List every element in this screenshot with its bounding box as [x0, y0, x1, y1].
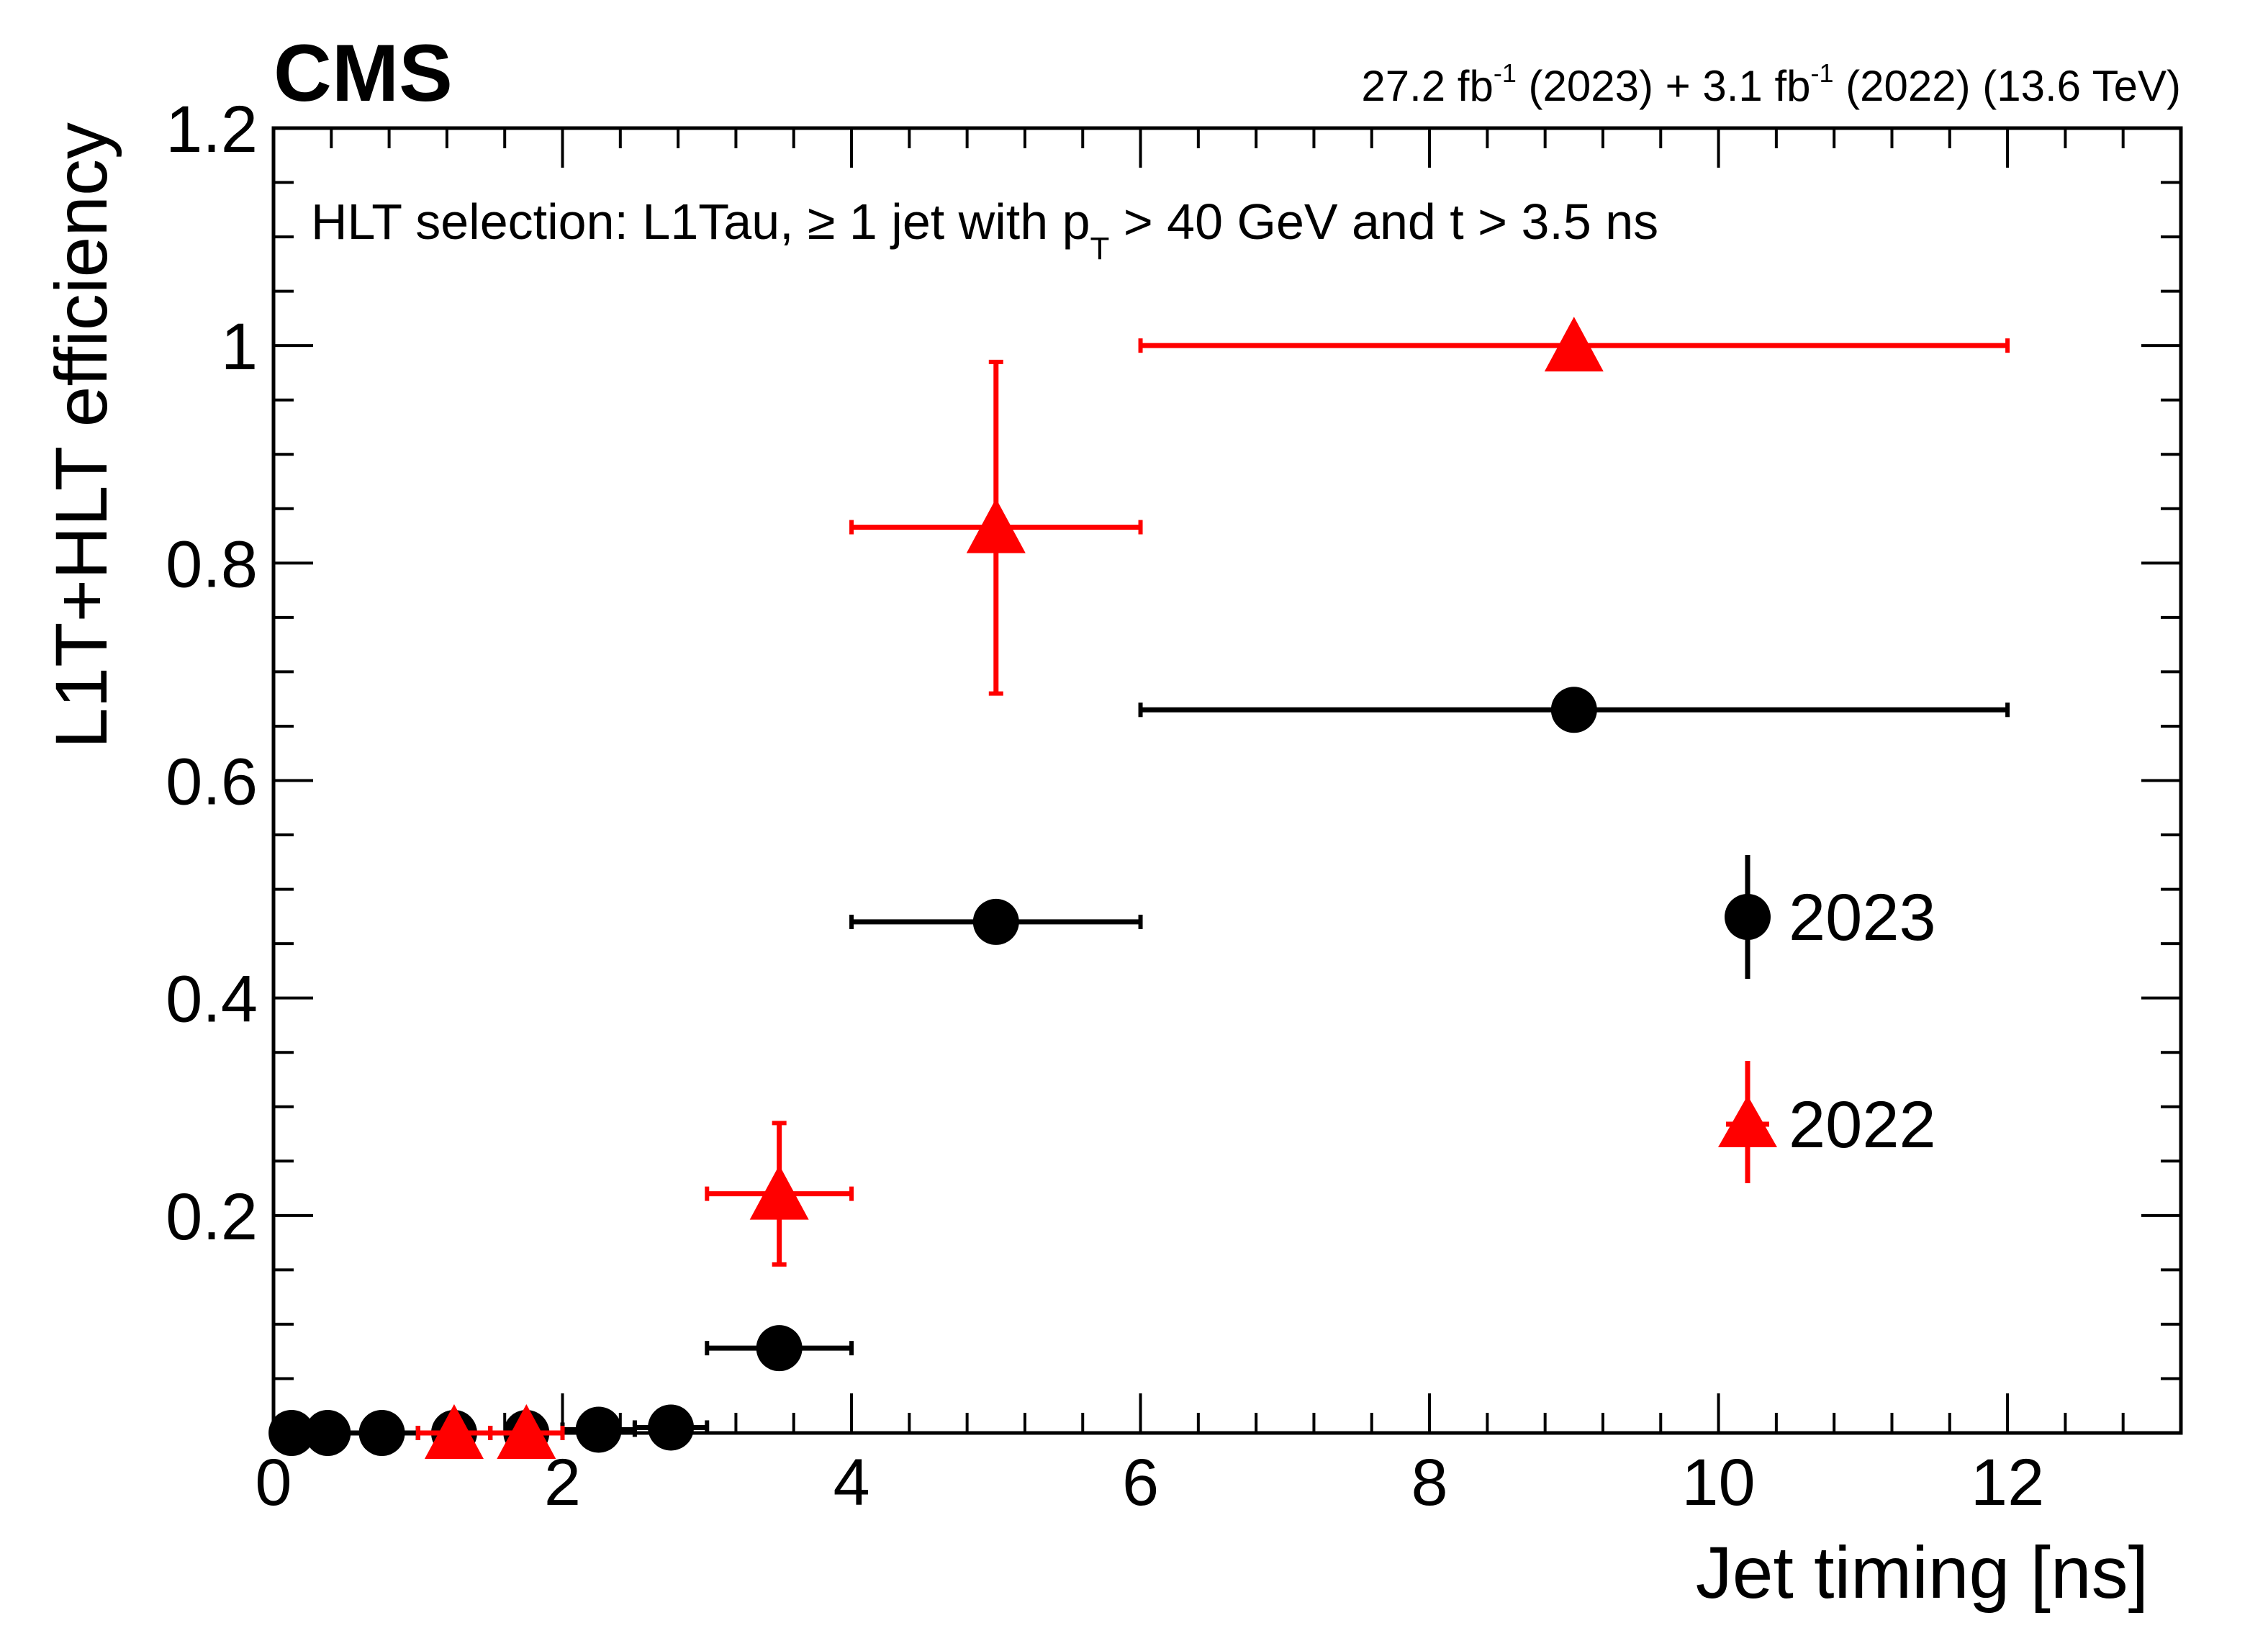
lumi-part2-rest: (2022) (13.6 TeV) [1834, 62, 2182, 110]
y-tick-label: 1 [221, 310, 258, 384]
data-point-2023 [972, 898, 1019, 945]
x-axis-title: Jet timing [ns] [1696, 1532, 2149, 1614]
lumi-part1-value: 27.2 fb [1361, 62, 1494, 110]
y-axis-title: L1T+HLT efficiency [40, 122, 122, 749]
data-point-2023 [304, 1410, 351, 1456]
legend-2023-marker [1725, 894, 1771, 940]
selection-prefix: HLT selection: L1Tau, ≥ 1 jet with p [311, 194, 1090, 250]
x-tick-label: 6 [1122, 1446, 1159, 1519]
x-tick-label: 0 [255, 1446, 292, 1519]
data-point-2023 [648, 1404, 695, 1451]
y-tick-label: 1.2 [166, 93, 258, 166]
tick-labels: 0 2 4 6 8 10 120.20.40.60.811.2 [166, 93, 2044, 1519]
legend-entry-2022: 2022 [1718, 1061, 1936, 1183]
selection-suffix: > 40 GeV and t > 3.5 ns [1109, 194, 1658, 250]
lumi-part2-exponent: -1 [1810, 58, 1833, 88]
y-tick-label: 0.8 [166, 528, 258, 601]
x-tick-label: 8 [1411, 1446, 1447, 1519]
data-point-2023 [575, 1406, 622, 1453]
data-point-2023 [756, 1325, 803, 1372]
legend-entry-2023: 2023 [1725, 855, 1936, 979]
experiment-label: CMS [274, 28, 453, 118]
x-tick-label: 10 [1681, 1446, 1755, 1519]
data-point-2023 [358, 1410, 405, 1456]
y-tick-label: 0.6 [166, 746, 258, 819]
legend-2022-label: 2022 [1789, 1088, 1936, 1162]
lumi-part2-value: 3.1 fb [1702, 62, 1810, 110]
y-tick-label: 0.4 [166, 963, 258, 1036]
data-point-2023 [268, 1410, 315, 1456]
luminosity-label: 27.2 fb-1 (2023) + 3.1 fb-1 (2022) (13.6… [1361, 58, 2181, 110]
lumi-part1-year: (2023) + [1517, 62, 1703, 110]
data-point-2022 [497, 1404, 556, 1459]
y-tick-label: 0.2 [166, 1180, 258, 1254]
lumi-part1-exponent: -1 [1494, 58, 1517, 88]
data-point-2022 [966, 498, 1026, 553]
data-point-2023 [1550, 687, 1597, 733]
x-tick-label: 12 [1971, 1446, 2044, 1519]
data-series [268, 317, 2010, 1459]
legend-2023-label: 2023 [1789, 881, 1936, 954]
data-point-2022 [749, 1165, 809, 1220]
series-2022 [415, 317, 2010, 1459]
x-tick-label: 4 [833, 1446, 869, 1519]
data-point-2022 [424, 1404, 484, 1459]
axis-ticks [272, 127, 2182, 1434]
data-point-2022 [1544, 317, 1604, 372]
legend-2022-marker [1718, 1095, 1777, 1147]
plot-frame [271, 126, 2183, 1435]
legend: 2023 2022 [1718, 855, 1936, 1183]
selection-subscript: T [1090, 231, 1110, 266]
selection-annotation: HLT selection: L1Tau, ≥ 1 jet with pT > … [311, 194, 1658, 266]
